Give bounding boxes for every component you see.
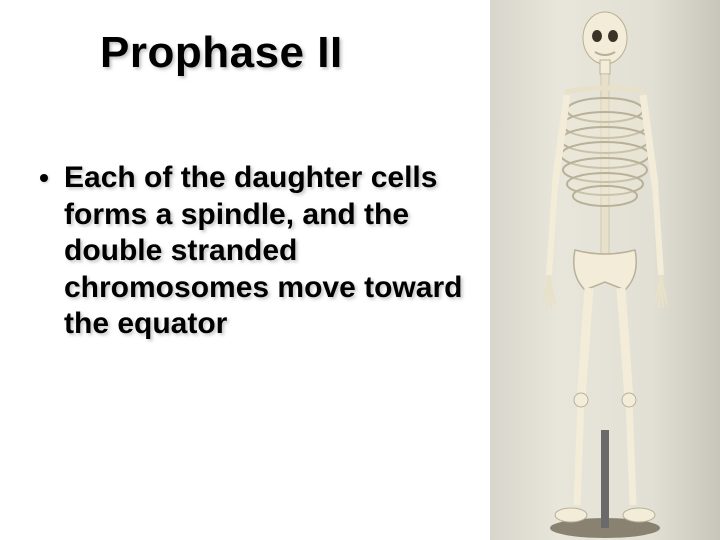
skeleton-photo [490, 0, 720, 540]
slide-body: Each of the daughter cells forms a spind… [40, 160, 510, 343]
slide: Prophase II Each of the daughter cells f… [0, 0, 720, 540]
bullet-item: Each of the daughter cells forms a spind… [40, 160, 510, 343]
skeleton-illustration [515, 0, 695, 540]
slide-title: Prophase II [100, 28, 343, 78]
bullet-text: Each of the daughter cells forms a spind… [64, 160, 510, 343]
bullet-marker [40, 174, 48, 182]
